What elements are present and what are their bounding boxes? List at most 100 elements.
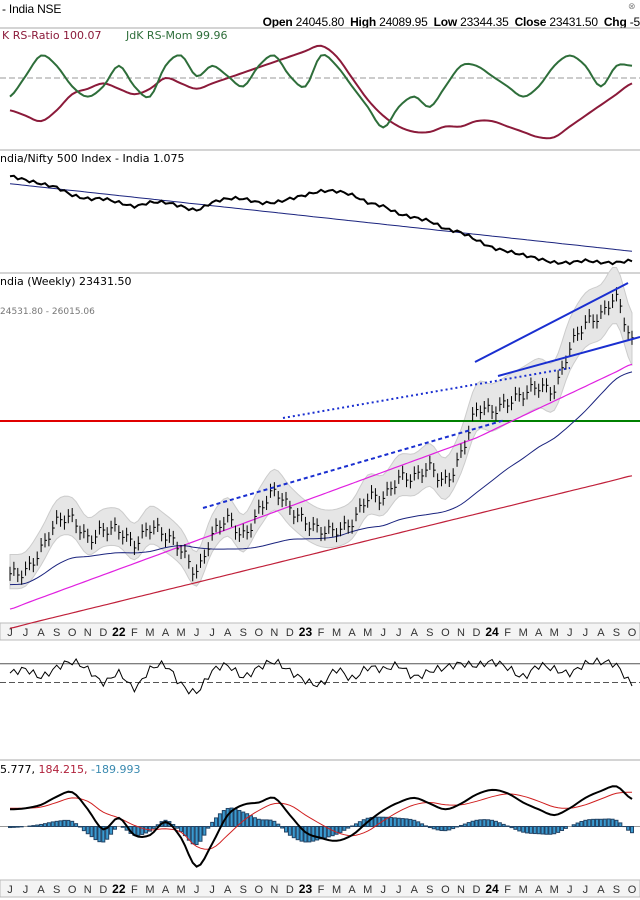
macd-histogram-bar xyxy=(35,824,40,828)
x-tick-label: 24 xyxy=(485,882,499,896)
macd-histogram-bar xyxy=(482,819,487,827)
macd-histogram-bar xyxy=(97,826,102,843)
macd-histogram-bar xyxy=(595,818,600,828)
x-tick-label: J xyxy=(396,884,402,896)
macd-histogram-bar xyxy=(8,826,12,829)
macd-histogram-bar xyxy=(303,826,308,843)
x-tick-label: M xyxy=(176,884,185,896)
x-tick-label: S xyxy=(240,627,247,639)
macd-histogram-bar xyxy=(11,826,16,828)
macd-histogram-bar xyxy=(462,823,467,827)
macd-histogram-bar xyxy=(525,826,530,834)
macd-histogram-bar xyxy=(548,826,553,835)
x-tick-label: O xyxy=(441,627,450,639)
macd-histogram-bar xyxy=(233,808,238,828)
x-tick-label: N xyxy=(270,627,278,639)
x-tick-label: M xyxy=(519,884,528,896)
macd-histogram-bar xyxy=(556,826,561,833)
x-axis-strip xyxy=(0,879,640,898)
x-tick-label: O xyxy=(68,627,77,639)
macd-histogram-bar xyxy=(15,826,20,828)
rs-mom-line xyxy=(9,53,633,129)
macd-histogram-bar xyxy=(276,823,281,827)
x-tick-label: F xyxy=(131,627,138,639)
macd-histogram-bar xyxy=(272,820,277,827)
macd-histogram-bar xyxy=(431,826,436,830)
relative-ma-line xyxy=(9,183,633,252)
macd-histogram-bar xyxy=(93,826,98,841)
x-tick-label: J xyxy=(7,627,13,639)
macd-signal-line xyxy=(10,791,633,850)
macd-histogram-bar xyxy=(194,826,199,846)
x-tick-label: O xyxy=(628,627,637,639)
x-tick-label: N xyxy=(84,884,92,896)
macd-histogram-bar xyxy=(101,826,106,843)
macd-histogram-bar xyxy=(256,818,261,827)
macd-histogram-bar xyxy=(190,826,195,845)
macd-histogram-bar xyxy=(241,811,246,828)
macd-histogram-bar xyxy=(544,826,549,835)
x-tick-label: O xyxy=(628,884,637,896)
x-tick-label: F xyxy=(504,884,511,896)
x-tick-label: S xyxy=(240,884,247,896)
macd-histogram-bar xyxy=(420,823,425,827)
macd-histogram-bar xyxy=(470,820,475,827)
macd-histogram-bar xyxy=(408,818,413,828)
macd-histogram-bar xyxy=(252,817,257,828)
x-tick-label: N xyxy=(457,627,465,639)
macd-histogram-bar xyxy=(626,826,631,831)
close-icon[interactable]: ⊗ xyxy=(628,2,636,12)
macd-histogram-bar xyxy=(77,826,82,828)
x-tick-label: J xyxy=(583,627,589,639)
macd-histogram-bar xyxy=(571,824,576,828)
x-tick-label: O xyxy=(441,884,450,896)
macd-histogram-bar xyxy=(350,825,355,827)
price-label: ndia (Weekly) 23431.50 xyxy=(0,275,132,288)
macd-histogram-bar xyxy=(583,819,588,828)
macd-histogram-bar xyxy=(540,826,545,835)
macd-histogram-bar xyxy=(474,819,479,828)
macd-histogram-bar xyxy=(85,826,90,835)
x-tick-label: A xyxy=(535,884,543,896)
macd-histogram-bar xyxy=(311,826,316,842)
macd-histogram-bar xyxy=(423,825,428,827)
macd-histogram-bar xyxy=(412,819,417,828)
x-tick-label: N xyxy=(457,884,465,896)
macd-histogram-bar xyxy=(326,826,331,838)
macd-histogram-bar xyxy=(501,823,506,828)
macd-histogram-bar xyxy=(521,826,526,833)
x-tick-label: 24 xyxy=(485,625,499,639)
macd-histogram-bar xyxy=(490,819,495,828)
bollinger-label: 24531.80 - 26015.06 xyxy=(0,307,95,317)
x-tick-label: F xyxy=(131,884,138,896)
macd-histogram-bar xyxy=(353,823,358,827)
x-tick-label: J xyxy=(209,627,215,639)
macd-histogram-bar xyxy=(478,819,483,828)
x-tick-label: D xyxy=(286,884,294,896)
x-tick-label: M xyxy=(363,627,372,639)
macd-histogram-bar xyxy=(66,819,71,827)
oscillator-line xyxy=(9,657,633,695)
x-tick-label: M xyxy=(332,627,341,639)
x-tick-label: D xyxy=(99,627,107,639)
macd-histogram-bar xyxy=(206,826,211,829)
macd-histogram-bar xyxy=(315,826,320,841)
macd-histogram-bar xyxy=(614,819,619,828)
macd-histogram-bar xyxy=(342,826,347,831)
macd-histogram-bar xyxy=(606,818,611,828)
x-tick-label: J xyxy=(380,627,386,639)
ma-mid-line xyxy=(9,363,633,610)
macd-line xyxy=(9,785,633,868)
x-tick-label: M xyxy=(550,884,559,896)
macd-histogram-bar xyxy=(287,826,292,836)
macd-histogram-bar xyxy=(591,818,596,827)
macd-histogram-bar xyxy=(120,826,125,828)
x-tick-label: S xyxy=(53,627,60,639)
x-tick-label: M xyxy=(145,884,154,896)
macd-histogram-bar xyxy=(198,826,203,842)
macd-histogram-bar xyxy=(579,820,584,828)
x-tick-label: D xyxy=(286,627,294,639)
rs-mom-label: JdK RS-Mom 99.96 xyxy=(126,29,228,42)
x-tick-label: J xyxy=(583,884,589,896)
